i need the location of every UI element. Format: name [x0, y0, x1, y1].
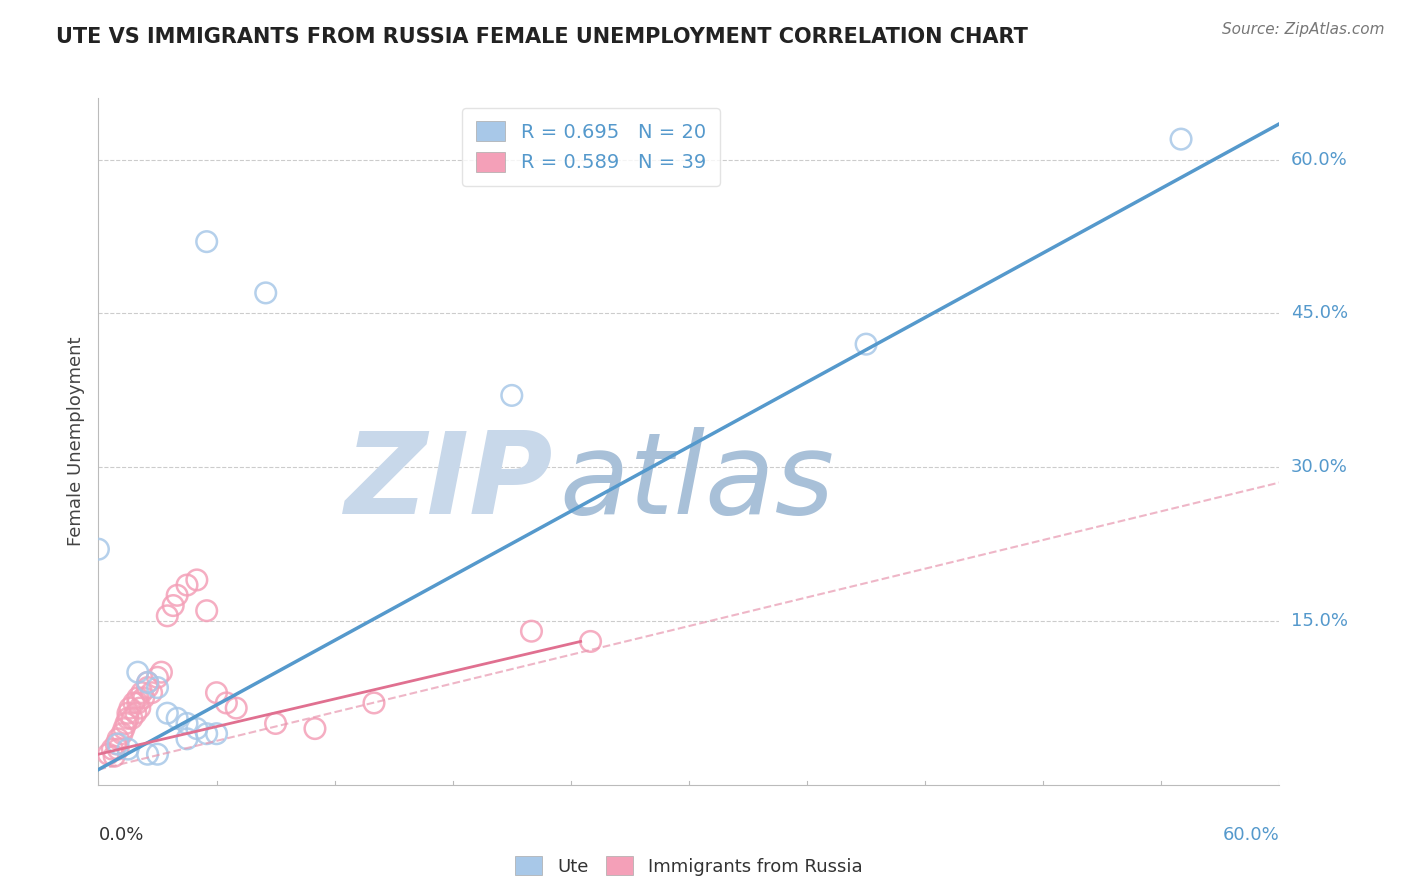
- Point: [115, 716, 138, 731]
- Text: 0.0%: 0.0%: [98, 826, 143, 844]
- Point: [101, 742, 124, 756]
- Point: [127, 690, 149, 705]
- Point: [87, 542, 110, 557]
- Point: [205, 727, 228, 741]
- Point: [127, 696, 149, 710]
- Point: [501, 388, 523, 402]
- Text: 15.0%: 15.0%: [1291, 612, 1347, 630]
- Point: [97, 747, 120, 762]
- Point: [105, 737, 128, 751]
- Point: [146, 681, 169, 695]
- Point: [195, 235, 218, 249]
- Point: [136, 675, 159, 690]
- Point: [107, 731, 129, 746]
- Legend: Ute, Immigrants from Russia: Ute, Immigrants from Russia: [508, 849, 870, 883]
- Point: [125, 706, 148, 721]
- Text: UTE VS IMMIGRANTS FROM RUSSIA FEMALE UNEMPLOYMENT CORRELATION CHART: UTE VS IMMIGRANTS FROM RUSSIA FEMALE UNE…: [56, 27, 1028, 46]
- Point: [131, 686, 153, 700]
- Point: [176, 716, 198, 731]
- Point: [127, 665, 149, 680]
- Point: [141, 686, 163, 700]
- Text: 60.0%: 60.0%: [1223, 826, 1279, 844]
- Point: [146, 747, 169, 762]
- Point: [146, 670, 169, 684]
- Point: [254, 285, 277, 300]
- Point: [855, 337, 877, 351]
- Point: [579, 634, 602, 648]
- Point: [128, 701, 150, 715]
- Point: [136, 747, 159, 762]
- Point: [166, 711, 188, 725]
- Text: atlas: atlas: [560, 427, 834, 538]
- Point: [121, 711, 143, 725]
- Point: [225, 701, 247, 715]
- Point: [156, 706, 179, 721]
- Point: [112, 722, 135, 736]
- Point: [176, 731, 198, 746]
- Point: [363, 696, 385, 710]
- Point: [264, 716, 287, 731]
- Point: [215, 696, 238, 710]
- Point: [156, 608, 179, 623]
- Point: [195, 604, 218, 618]
- Text: 30.0%: 30.0%: [1291, 458, 1347, 476]
- Point: [122, 696, 145, 710]
- Point: [117, 742, 139, 756]
- Point: [186, 573, 208, 587]
- Text: 60.0%: 60.0%: [1291, 151, 1347, 169]
- Point: [520, 624, 543, 639]
- Point: [117, 711, 139, 725]
- Point: [107, 742, 129, 756]
- Point: [162, 599, 184, 613]
- Point: [176, 578, 198, 592]
- Point: [136, 681, 159, 695]
- Point: [150, 665, 173, 680]
- Point: [136, 675, 159, 690]
- Point: [111, 727, 134, 741]
- Text: Source: ZipAtlas.com: Source: ZipAtlas.com: [1222, 22, 1385, 37]
- Text: ZIP: ZIP: [344, 427, 553, 538]
- Point: [107, 737, 129, 751]
- Text: 45.0%: 45.0%: [1291, 304, 1348, 322]
- Point: [118, 701, 141, 715]
- Point: [186, 722, 208, 736]
- Point: [117, 706, 139, 721]
- Point: [205, 686, 228, 700]
- Point: [103, 749, 125, 764]
- Y-axis label: Female Unemployment: Female Unemployment: [66, 337, 84, 546]
- Point: [132, 690, 155, 705]
- Point: [1170, 132, 1192, 146]
- Point: [166, 588, 188, 602]
- Point: [195, 727, 218, 741]
- Point: [304, 722, 326, 736]
